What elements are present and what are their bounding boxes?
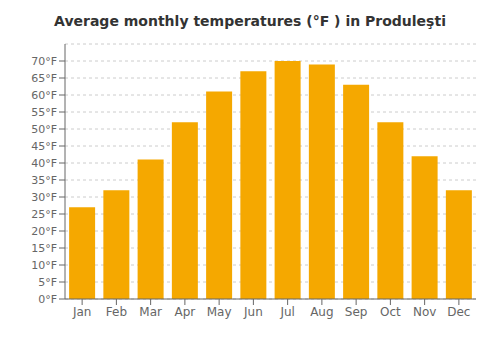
- svg-text:25°F: 25°F: [31, 208, 57, 221]
- svg-text:0°F: 0°F: [38, 293, 57, 306]
- svg-text:Jul: Jul: [279, 305, 294, 319]
- svg-text:20°F: 20°F: [31, 225, 57, 238]
- svg-text:50°F: 50°F: [31, 123, 57, 136]
- svg-text:30°F: 30°F: [31, 191, 57, 204]
- svg-text:40°F: 40°F: [31, 157, 57, 170]
- html-text:Average monthly temperatures (: Average monthly temperatures (°F ) in Pr…: [54, 13, 446, 29]
- svg-text:Dec: Dec: [447, 305, 470, 319]
- svg-text:Mar: Mar: [139, 305, 162, 319]
- svg-text:45°F: 45°F: [31, 140, 57, 153]
- svg-text:15°F: 15°F: [31, 242, 57, 255]
- svg-text:60°F: 60°F: [31, 89, 57, 102]
- svg-text:70°F: 70°F: [31, 55, 57, 68]
- svg-text:Aug: Aug: [310, 305, 333, 319]
- svg-text:Sep: Sep: [345, 305, 368, 319]
- svg-text:Feb: Feb: [106, 305, 127, 319]
- svg-text:Jan: Jan: [72, 305, 92, 319]
- svg-text:65°F: 65°F: [31, 72, 57, 85]
- svg-text:Jun: Jun: [243, 305, 263, 319]
- svg-text:35°F: 35°F: [31, 174, 57, 187]
- svg-text:Apr: Apr: [174, 305, 195, 319]
- svg-text:10°F: 10°F: [31, 259, 57, 272]
- svg-text:May: May: [207, 305, 232, 319]
- svg-text:5°F: 5°F: [38, 276, 57, 289]
- svg-text:Oct: Oct: [380, 305, 401, 319]
- svg-text:Nov: Nov: [413, 305, 436, 319]
- svg-text:55°F: 55°F: [31, 106, 57, 119]
